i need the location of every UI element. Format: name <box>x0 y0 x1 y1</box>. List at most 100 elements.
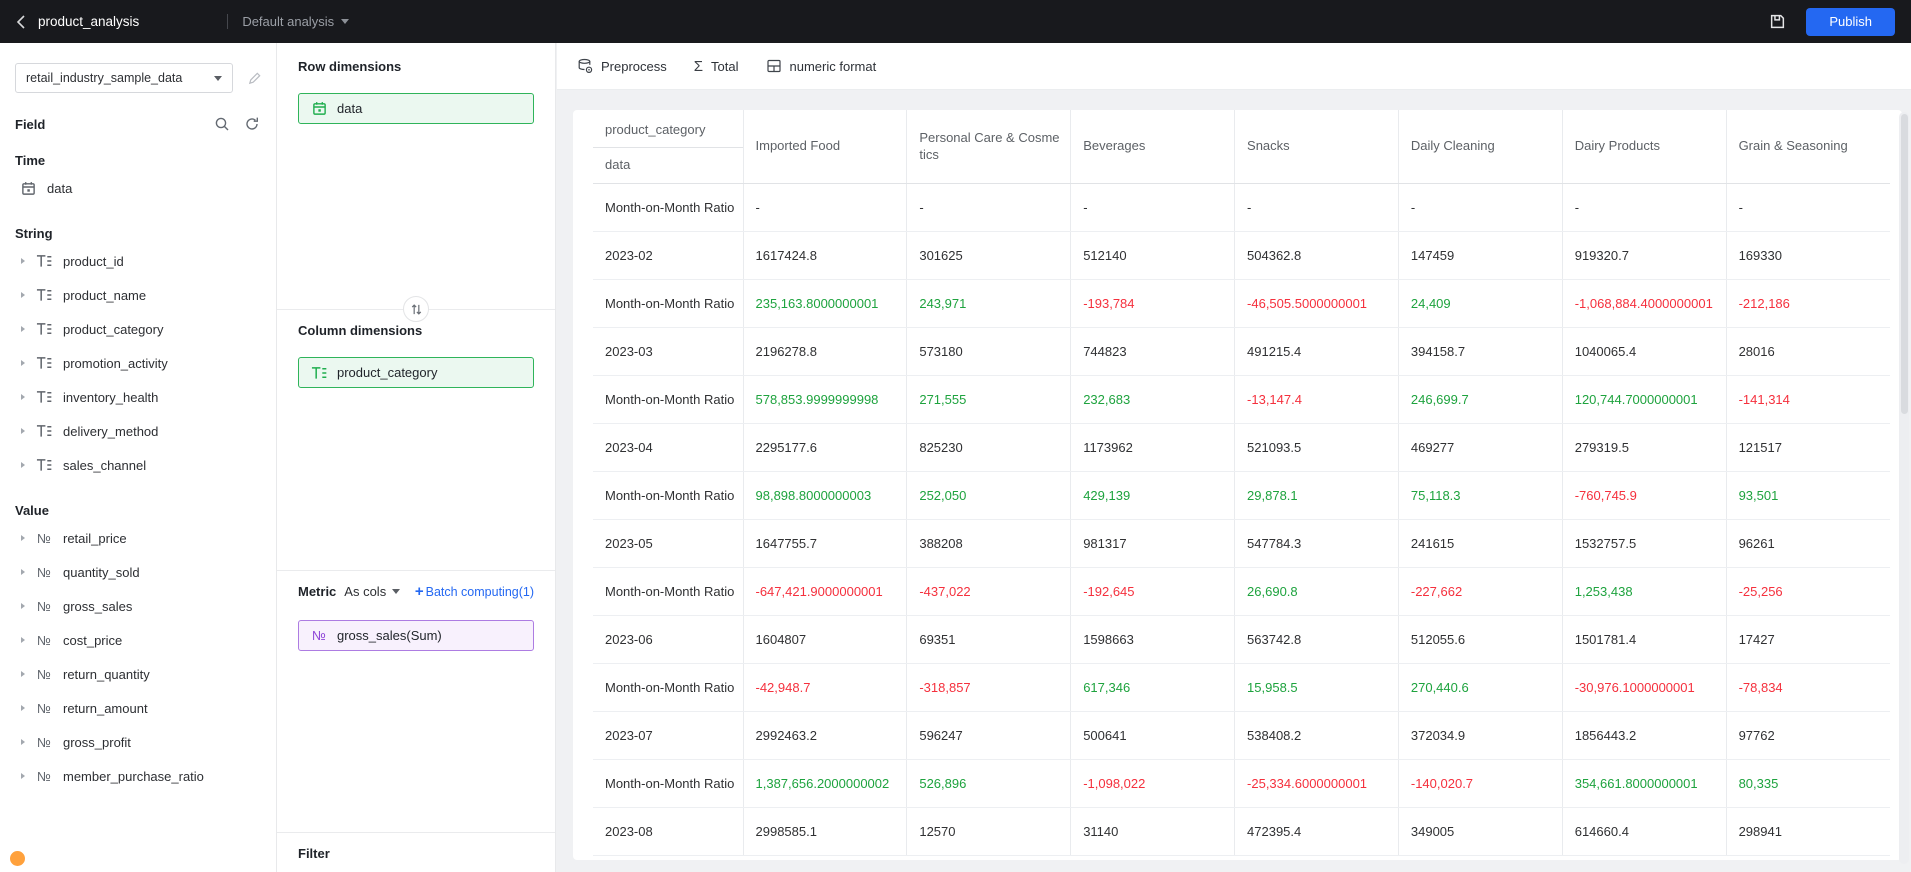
column-header-Snacks[interactable]: Snacks <box>1234 110 1399 184</box>
cell[interactable]: -78,834 <box>1725 663 1890 712</box>
expand-caret-icon[interactable] <box>21 462 25 468</box>
cell[interactable]: -192,645 <box>1070 567 1235 616</box>
cell[interactable]: 573180 <box>906 327 1071 376</box>
cell[interactable]: 31140 <box>1070 807 1235 856</box>
cell[interactable]: 235,163.8000000001 <box>742 279 907 328</box>
column-header-Imported Food[interactable]: Imported Food <box>742 110 907 184</box>
cell[interactable]: -141,314 <box>1725 375 1890 424</box>
cell[interactable]: -647,421.9000000001 <box>742 567 907 616</box>
notification-dot[interactable] <box>10 851 25 866</box>
cell[interactable]: 547784.3 <box>1234 519 1399 568</box>
cell[interactable]: 1598663 <box>1070 615 1235 664</box>
field-item-data[interactable]: data <box>0 171 276 205</box>
cell[interactable]: - <box>906 183 1071 232</box>
cell[interactable]: 504362.8 <box>1234 231 1399 280</box>
row-label[interactable]: 2023-03 <box>593 327 743 376</box>
cell[interactable]: 96261 <box>1725 519 1890 568</box>
cell[interactable]: 578,853.9999999998 <box>742 375 907 424</box>
cell[interactable]: 2196278.8 <box>742 327 907 376</box>
cell[interactable]: 372034.9 <box>1397 711 1563 760</box>
cell[interactable]: 26,690.8 <box>1234 567 1399 616</box>
row-label[interactable]: 2023-04 <box>593 423 743 472</box>
cell[interactable]: 252,050 <box>906 471 1071 520</box>
cell[interactable]: 241615 <box>1397 519 1563 568</box>
cell[interactable]: 301625 <box>906 231 1071 280</box>
cell[interactable]: - <box>1397 183 1563 232</box>
cell[interactable]: 614660.4 <box>1561 807 1727 856</box>
expand-caret-icon[interactable] <box>21 603 25 609</box>
row-label[interactable]: 2023-08 <box>593 807 743 856</box>
cell[interactable]: 1617424.8 <box>742 231 907 280</box>
cell[interactable]: 120,744.7000000001 <box>1561 375 1727 424</box>
cell[interactable]: 2295177.6 <box>742 423 907 472</box>
column-header-Daily Cleaning[interactable]: Daily Cleaning <box>1397 110 1563 184</box>
cell[interactable]: 349005 <box>1397 807 1563 856</box>
field-item-quantity_sold[interactable]: № quantity_sold <box>0 555 276 589</box>
column-header-Dairy Products[interactable]: Dairy Products <box>1561 110 1727 184</box>
cell[interactable]: 24,409 <box>1397 279 1563 328</box>
chip-data[interactable]: data <box>298 93 534 124</box>
cell[interactable]: 298941 <box>1725 807 1890 856</box>
cell[interactable]: 2992463.2 <box>742 711 907 760</box>
cell[interactable]: 512055.6 <box>1397 615 1563 664</box>
expand-caret-icon[interactable] <box>21 360 25 366</box>
cell[interactable]: 491215.4 <box>1234 327 1399 376</box>
search-icon[interactable] <box>214 116 230 132</box>
expand-caret-icon[interactable] <box>21 258 25 264</box>
expand-caret-icon[interactable] <box>21 739 25 745</box>
cell[interactable]: 1040065.4 <box>1561 327 1727 376</box>
cell[interactable]: 121517 <box>1725 423 1890 472</box>
field-item-return_quantity[interactable]: № return_quantity <box>0 657 276 691</box>
cell[interactable]: - <box>1561 183 1727 232</box>
cell[interactable]: 521093.5 <box>1234 423 1399 472</box>
vertical-scrollbar[interactable] <box>1899 112 1909 864</box>
cell[interactable]: 1,253,438 <box>1561 567 1727 616</box>
field-item-promotion_activity[interactable]: promotion_activity <box>0 346 276 380</box>
column-header-Beverages[interactable]: Beverages <box>1070 110 1235 184</box>
cell[interactable]: -193,784 <box>1070 279 1235 328</box>
cell[interactable]: 500641 <box>1070 711 1235 760</box>
expand-caret-icon[interactable] <box>21 569 25 575</box>
field-item-delivery_method[interactable]: delivery_method <box>0 414 276 448</box>
cell[interactable]: 469277 <box>1397 423 1563 472</box>
cell[interactable]: - <box>1070 183 1235 232</box>
cell[interactable]: 12570 <box>906 807 1071 856</box>
cell[interactable]: 28016 <box>1725 327 1890 376</box>
expand-caret-icon[interactable] <box>21 671 25 677</box>
cell[interactable]: 526,896 <box>906 759 1071 808</box>
row-label[interactable]: 2023-07 <box>593 711 743 760</box>
field-item-gross_profit[interactable]: № gross_profit <box>0 725 276 759</box>
cell[interactable]: 472395.4 <box>1234 807 1399 856</box>
batch-computing-link[interactable]: + Batch computing(1) <box>414 583 534 600</box>
cell[interactable]: 29,878.1 <box>1234 471 1399 520</box>
back-button[interactable] <box>16 14 26 30</box>
cell[interactable]: -437,022 <box>906 567 1071 616</box>
cell[interactable]: 270,440.6 <box>1397 663 1563 712</box>
cell[interactable]: 394158.7 <box>1397 327 1563 376</box>
cell[interactable]: 354,661.8000000001 <box>1561 759 1727 808</box>
cell[interactable]: 825230 <box>906 423 1071 472</box>
expand-caret-icon[interactable] <box>21 705 25 711</box>
analysis-switcher[interactable]: Default analysis <box>242 14 350 29</box>
edit-dataset-icon[interactable] <box>247 71 262 86</box>
field-item-product_name[interactable]: product_name <box>0 278 276 312</box>
cell[interactable]: 617,346 <box>1070 663 1235 712</box>
cell[interactable]: 69351 <box>906 615 1071 664</box>
cell[interactable]: 147459 <box>1397 231 1563 280</box>
cell[interactable]: 271,555 <box>906 375 1071 424</box>
cell[interactable]: -46,505.5000000001 <box>1234 279 1399 328</box>
total-button[interactable]: Σ Total <box>693 57 739 75</box>
cell[interactable]: 232,683 <box>1070 375 1235 424</box>
row-label[interactable]: 2023-02 <box>593 231 743 280</box>
expand-caret-icon[interactable] <box>21 428 25 434</box>
chip-product_category[interactable]: product_category <box>298 357 534 388</box>
row-label[interactable]: Month-on-Month Ratio <box>593 279 743 328</box>
numeric-format-button[interactable]: numeric format <box>766 58 876 74</box>
cell[interactable]: 75,118.3 <box>1397 471 1563 520</box>
expand-caret-icon[interactable] <box>21 535 25 541</box>
expand-caret-icon[interactable] <box>21 773 25 779</box>
cell[interactable]: -212,186 <box>1725 279 1890 328</box>
cell[interactable]: -760,745.9 <box>1561 471 1727 520</box>
cell[interactable]: -13,147.4 <box>1234 375 1399 424</box>
cell[interactable]: 2998585.1 <box>742 807 907 856</box>
